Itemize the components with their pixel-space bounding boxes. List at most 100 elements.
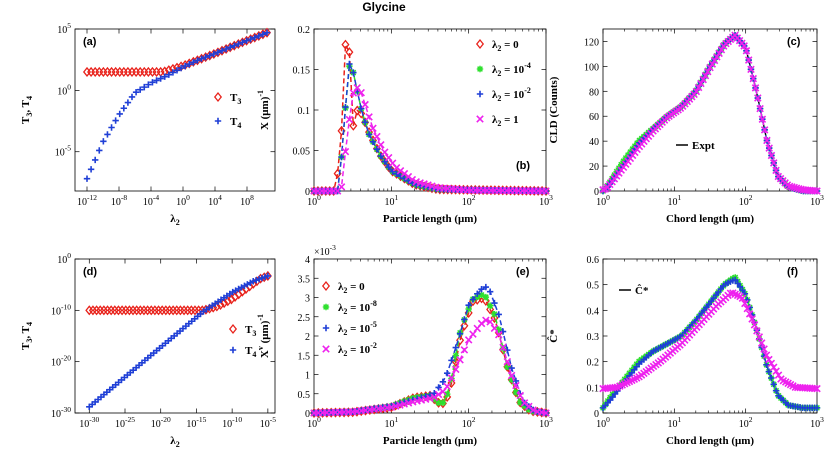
panel-a: 10-12 10-8 10-4 100 104 108 10-5 100 105 (a) T3 T4 λ… [20,21,276,227]
data-point [349,120,358,131]
data-point [447,374,456,382]
data-point [739,287,746,294]
y-tick-label: 3.5 [298,274,311,285]
plot-area-e [313,258,547,414]
data-point [813,384,821,393]
x-tick-label: 101 [667,193,681,208]
data-point [529,406,537,414]
y-tick-label: 10-5 [55,144,71,159]
y-tick-label: 105 [57,21,71,36]
data-point [521,402,528,410]
data-point [369,124,377,133]
legend-marker [322,324,330,332]
series-f-2 [599,276,821,412]
data-point [769,363,778,372]
data-point [486,288,494,295]
y-axis-label: CLD (Counts) [548,76,560,143]
data-point [247,35,254,43]
y-tick-label: 100 [57,82,71,97]
data-point [762,351,771,359]
panel-c: 100 101 102 103 0 20 40 60 80 100 120 (c) Expt Chord … [548,28,824,225]
data-point [491,310,498,318]
y-axis-label: T3, T4 [20,322,34,350]
data-point [235,40,242,48]
data-point [361,119,369,126]
series-a-1 [83,29,271,182]
data-point [491,299,498,307]
data-point [357,108,366,119]
data-point [767,359,776,368]
data-point [765,144,773,152]
data-point [259,31,267,38]
series-f-3 [599,289,821,393]
data-point [507,371,516,380]
x-tick-label: 101 [384,415,398,430]
panel-label: (d) [83,266,97,278]
data-point [503,357,512,366]
x-tick-label: 102 [739,193,753,208]
data-point [226,44,234,51]
y-axis-label: T3, T4 [20,96,34,124]
data-point [495,311,502,318]
y-tick-label: 0.4 [587,306,600,317]
y-tick-label: 0.5 [587,281,600,292]
data-point [469,330,477,338]
legend-marker [475,38,485,50]
data-point [755,333,764,341]
data-point [512,389,520,396]
data-point [760,345,768,353]
legend-marker [322,345,330,353]
y-tick-label: 80 [589,87,599,98]
data-point [222,45,230,53]
data-point [765,355,773,364]
panel-label: (c) [787,36,801,48]
data-point [748,315,756,323]
data-point [465,302,472,309]
data-point [769,159,778,167]
legend-marker [229,346,237,354]
data-point [439,399,447,406]
data-point [701,71,710,80]
data-point [460,346,469,354]
data-point [754,94,762,102]
y-tick-label: 0.1 [587,383,600,394]
data-point [149,79,156,86]
legend-marker [476,90,484,98]
data-point [112,117,119,124]
data-point [342,103,349,111]
data-point [341,39,350,50]
data-point [508,364,515,372]
data-point [389,168,396,175]
panel-d: 10-30 10-25 10-20 10-15 10-10 10-5 10-30 10-20 1… [20,251,276,449]
data-point [430,393,439,402]
data-point [708,60,717,68]
data-point [747,65,755,74]
legend-marker [322,303,330,311]
x-axis-label: Chord length (μm) [666,435,754,447]
data-point [495,326,502,333]
data-point [373,146,381,153]
data-point [220,298,229,309]
data-point [772,367,780,375]
y-axis-label: Ĉ* [547,329,560,343]
panel-b: 100 101 102 103 0 0.05 0.1 0.15 0.2 (b) λ2 = 0 λ2 =… [256,25,553,225]
x-tick-label: 10-25 [115,415,135,430]
data-point [443,390,451,398]
y-tick-label: 100 [57,251,71,266]
legend-marker [321,280,331,292]
data-point [263,29,271,36]
y-tick-label: 0.3 [587,332,600,343]
data-point [460,320,469,331]
data-point [365,131,373,138]
x-axis-label: Particle length (μm) [383,435,478,447]
y-tick-label: 2 [305,332,310,343]
y-tick-label: 10-20 [51,354,71,369]
data-point [132,88,140,96]
data-point [153,77,160,84]
data-point [710,56,719,65]
x-axis-label: Chord length (μm) [666,213,754,225]
data-point [369,138,377,146]
data-point [202,53,209,61]
x-tick-label: 100 [307,415,321,430]
panel-f: 100 101 102 103 0 0.1 0.2 0.3 0.4 0.5 0.6 (f) Ĉ* Chor… [547,255,824,447]
